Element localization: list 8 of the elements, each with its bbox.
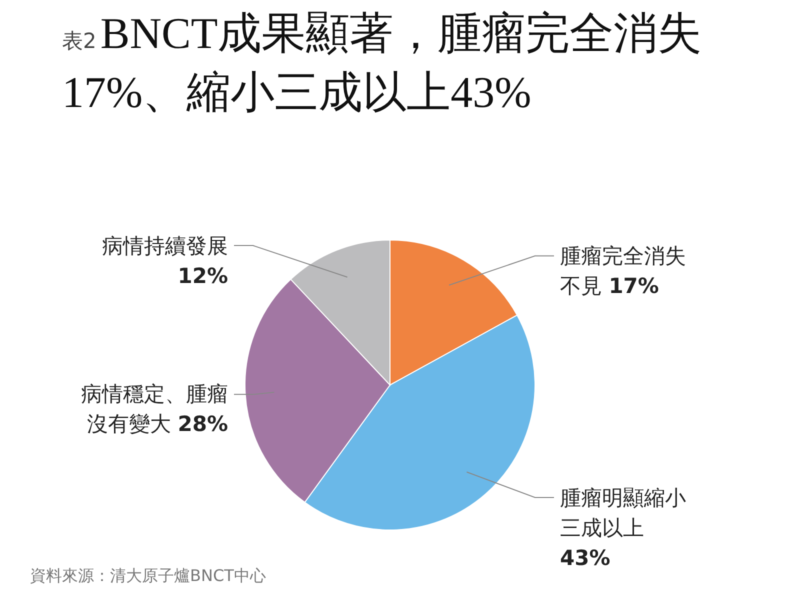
data-label: 12% — [178, 264, 228, 288]
text: 表2 — [62, 29, 96, 53]
data-label: 17% — [608, 274, 659, 298]
slice-label: 病情持續發展 — [102, 234, 228, 258]
source-note: 資料來源：清大原子爐BNCT中心 — [30, 566, 266, 587]
data-label: 28% — [178, 412, 228, 436]
data-label: 43% — [560, 546, 610, 570]
slice-label: 腫瘤明顯縮小三成以上 — [560, 486, 686, 540]
